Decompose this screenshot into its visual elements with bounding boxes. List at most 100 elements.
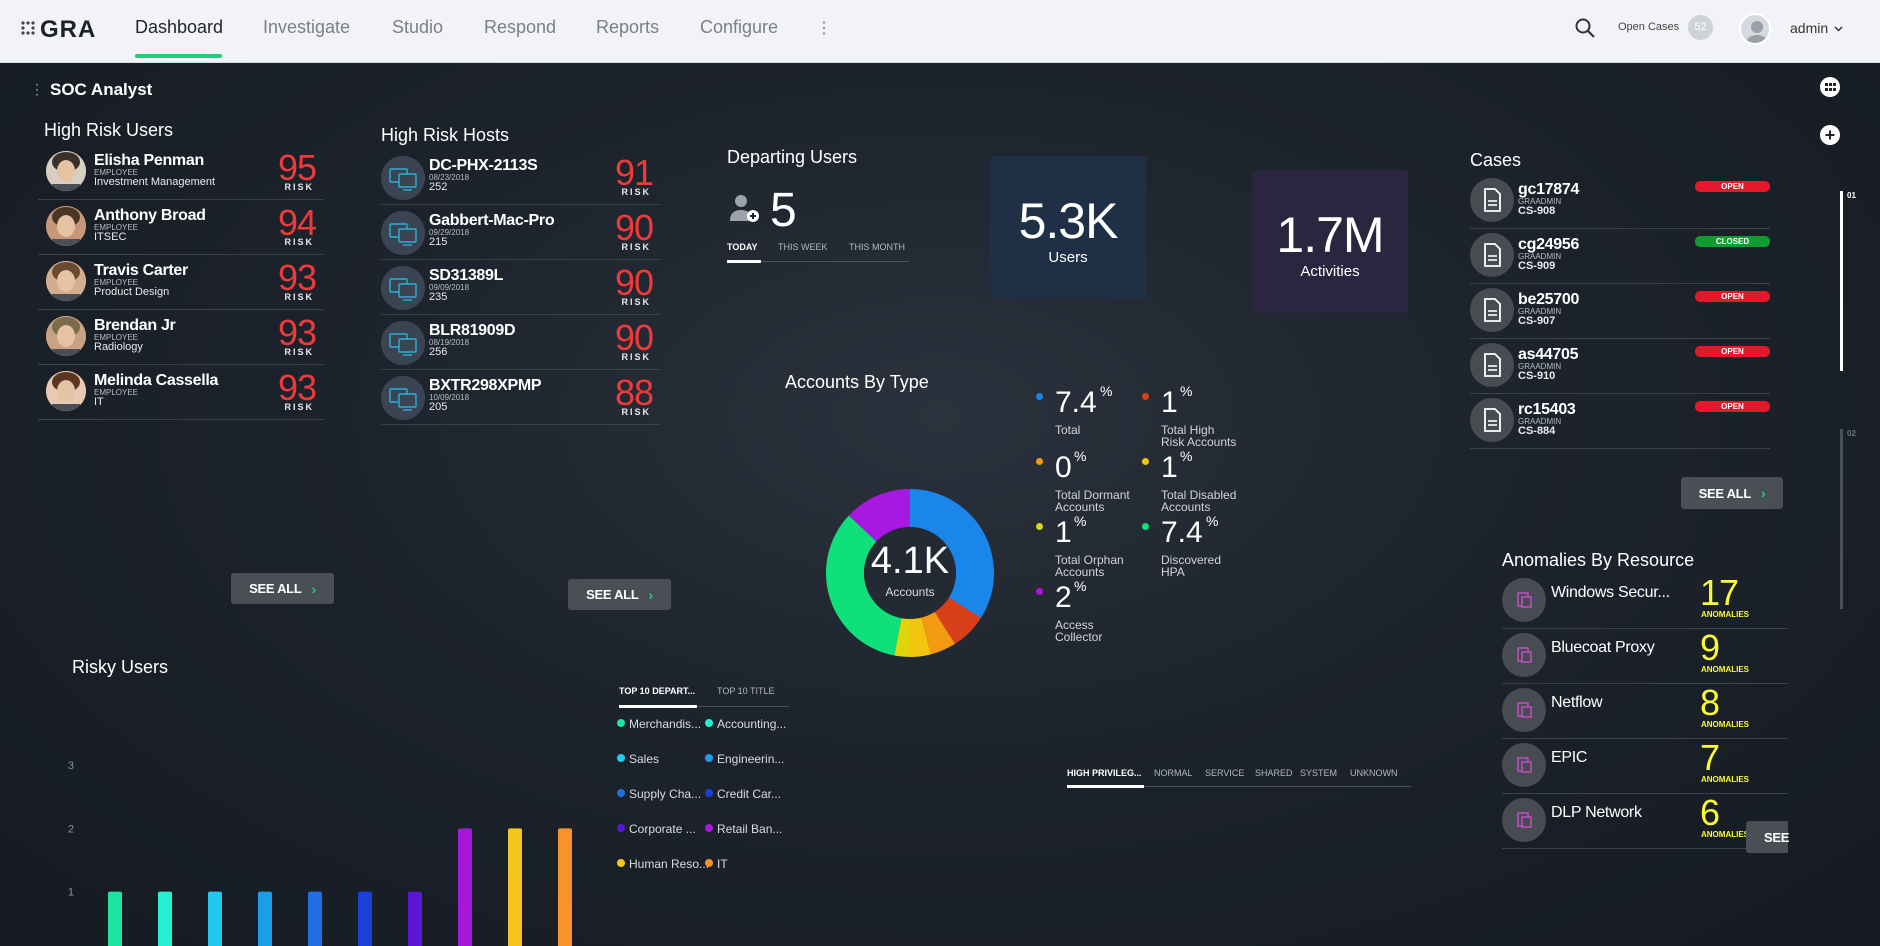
account-stat[interactable]: 0% Total Dormant Accounts — [1030, 448, 1130, 513]
bar[interactable] — [258, 891, 272, 946]
bar[interactable] — [558, 828, 572, 946]
account-type-tab[interactable]: UNKNOWN — [1350, 768, 1398, 778]
bar[interactable] — [508, 828, 522, 946]
legend-item[interactable]: Sales — [617, 752, 659, 766]
donut-slice[interactable] — [921, 611, 956, 655]
tab-dashboard[interactable]: Dashboard — [135, 17, 224, 37]
tab-respond[interactable]: Respond — [484, 17, 557, 37]
user-name[interactable]: Brendan Jr — [94, 317, 176, 334]
more-menu-icon[interactable]: ⋮ — [816, 20, 832, 37]
open-cases-label[interactable]: Open Cases — [1618, 21, 1680, 33]
case-row[interactable]: be25700 GRAADMIN CS-907 OPEN — [1470, 284, 1770, 339]
account-stat[interactable]: 1% Total Orphan Accounts — [1030, 513, 1130, 578]
bar[interactable] — [308, 891, 322, 946]
user-name[interactable]: Anthony Broad — [94, 207, 206, 224]
bar[interactable] — [358, 891, 372, 946]
legend-item[interactable]: Supply Cha... — [617, 787, 701, 801]
drag-handle-icon[interactable]: ⋮ — [30, 81, 44, 97]
page-scroller-inactive-segment[interactable] — [1840, 429, 1843, 609]
gra-logo[interactable]: GRA — [20, 16, 110, 44]
account-stat[interactable]: 1% Total Disabled Accounts — [1136, 448, 1236, 513]
high-risk-host-row[interactable]: BLR81909D 08/19/2018 256 90 RISK — [381, 315, 661, 370]
legend-item[interactable]: Retail Ban... — [705, 822, 782, 836]
account-type-tab[interactable]: SHARED — [1255, 768, 1293, 778]
high-risk-host-row[interactable]: SD31389L 09/09/2018 235 90 RISK — [381, 260, 661, 315]
account-type-tab[interactable]: SYSTEM — [1300, 768, 1338, 778]
high-risk-host-row[interactable]: Gabbert-Mac-Pro 09/29/2018 215 90 RISK — [381, 205, 661, 260]
account-type-tab[interactable]: HIGH PRIVILEG... — [1067, 768, 1142, 778]
case-row[interactable]: as44705 GRAADMIN CS-910 OPEN — [1470, 339, 1770, 394]
tab-this-week[interactable]: THIS WEEK — [778, 242, 828, 252]
account-stat[interactable]: 7.4% Total — [1030, 383, 1130, 447]
account-stat[interactable]: 1% Total High Risk Accounts — [1136, 383, 1236, 448]
open-cases-count-badge[interactable]: 52 — [1688, 15, 1713, 40]
donut-slice[interactable] — [826, 515, 902, 656]
users-kpi-card[interactable]: 5.3K Users — [990, 156, 1146, 299]
legend-item[interactable]: Merchandis... — [617, 717, 701, 731]
host-name[interactable]: SD31389L — [429, 267, 504, 284]
account-stat[interactable]: 2% Access Collector — [1030, 578, 1130, 643]
tab-studio[interactable]: Studio — [392, 17, 444, 37]
high-risk-host-row[interactable]: DC-PHX-2113S 08/23/2018 252 91 RISK — [381, 150, 661, 205]
user-name[interactable]: Melinda Cassella — [94, 372, 219, 389]
resource-name[interactable]: EPIC — [1551, 749, 1588, 766]
legend-item[interactable]: Engineerin... — [705, 752, 784, 766]
high-risk-users-see-all-button[interactable]: SEE ALL › — [231, 573, 334, 604]
bar[interactable] — [408, 891, 422, 946]
cases-see-all-button[interactable]: SEE ALL › — [1681, 477, 1783, 509]
host-name[interactable]: BLR81909D — [429, 322, 516, 339]
chevron-down-icon[interactable] — [1834, 26, 1843, 32]
legend-item[interactable]: IT — [705, 857, 728, 871]
high-risk-hosts-see-all-button[interactable]: SEE ALL › — [568, 579, 671, 610]
account-type-tab[interactable]: SERVICE — [1205, 768, 1245, 778]
host-name[interactable]: Gabbert-Mac-Pro — [429, 212, 555, 229]
user-name[interactable]: Travis Carter — [94, 262, 188, 279]
case-id[interactable]: as44705 — [1518, 346, 1579, 363]
tab-investigate[interactable]: Investigate — [263, 17, 351, 37]
donut-slice[interactable] — [894, 618, 910, 657]
tab-configure[interactable]: Configure — [700, 17, 779, 37]
case-id[interactable]: cg24956 — [1518, 236, 1580, 253]
activities-kpi-card[interactable]: 1.7M Activities — [1252, 170, 1408, 313]
high-risk-host-row[interactable]: BXTR298XPMP 10/09/2018 205 88 RISK — [381, 370, 661, 425]
bar[interactable] — [108, 891, 122, 946]
resource-name[interactable]: Windows Secur... — [1551, 584, 1670, 601]
case-row[interactable]: rc15403 GRAADMIN CS-884 OPEN — [1470, 394, 1770, 449]
anomaly-resource-row[interactable]: Windows Secur... 17 ANOMALIES — [1502, 574, 1788, 629]
bar[interactable] — [158, 891, 172, 946]
bar[interactable] — [458, 828, 472, 946]
account-type-tab[interactable]: NORMAL — [1154, 768, 1193, 778]
anomaly-resource-row[interactable]: EPIC 7 ANOMALIES — [1502, 737, 1788, 794]
tab-top-10-departments[interactable]: TOP 10 DEPART... — [619, 686, 696, 696]
add-widget-button[interactable] — [1820, 125, 1840, 145]
account-stat[interactable]: 7.4% Discovered HPA — [1136, 513, 1236, 578]
anomalies-see-all-button[interactable]: SEE — [1746, 821, 1789, 853]
widget-grid-button[interactable] — [1820, 77, 1840, 97]
legend-item[interactable]: Human Reso... — [617, 857, 709, 871]
resource-name[interactable]: DLP Network — [1551, 804, 1642, 821]
tab-top-10-title[interactable]: TOP 10 TITLE — [717, 686, 775, 696]
case-id[interactable]: rc15403 — [1518, 401, 1576, 418]
user-name[interactable]: admin — [1790, 20, 1829, 36]
high-risk-user-row[interactable]: Melinda Cassella EMPLOYEE IT 93 RISK — [38, 365, 324, 420]
high-risk-user-row[interactable]: Anthony Broad EMPLOYEE ITSEC 94 RISK — [38, 200, 324, 255]
user-name[interactable]: Elisha Penman — [94, 152, 204, 169]
tab-reports[interactable]: Reports — [596, 17, 660, 37]
high-risk-user-row[interactable]: Brendan Jr EMPLOYEE Radiology 93 RISK — [38, 310, 324, 365]
resource-name[interactable]: Netflow — [1551, 694, 1603, 711]
case-id[interactable]: be25700 — [1518, 291, 1580, 308]
host-name[interactable]: DC-PHX-2113S — [429, 157, 538, 174]
donut-slice[interactable] — [848, 489, 910, 542]
donut-slice[interactable] — [934, 597, 981, 644]
legend-item[interactable]: Accounting... — [705, 717, 786, 731]
bar[interactable] — [208, 891, 222, 946]
host-name[interactable]: BXTR298XPMP — [429, 377, 542, 394]
tab-today[interactable]: TODAY — [727, 242, 758, 252]
search-icon[interactable] — [1574, 17, 1596, 39]
legend-item[interactable]: Credit Car... — [705, 787, 781, 801]
anomaly-resource-row[interactable]: Netflow 8 ANOMALIES — [1502, 682, 1788, 739]
resource-name[interactable]: Bluecoat Proxy — [1551, 639, 1655, 656]
donut-slice[interactable] — [910, 617, 931, 657]
case-id[interactable]: gc17874 — [1518, 181, 1580, 198]
legend-item[interactable]: Corporate ... — [617, 822, 696, 836]
